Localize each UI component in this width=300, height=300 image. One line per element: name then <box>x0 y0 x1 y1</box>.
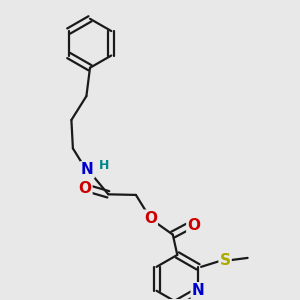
Text: S: S <box>220 253 231 268</box>
Text: N: N <box>81 162 94 177</box>
Text: O: O <box>78 181 92 196</box>
Text: N: N <box>192 283 205 298</box>
Text: H: H <box>99 159 109 172</box>
Text: O: O <box>144 211 157 226</box>
Text: O: O <box>187 218 200 232</box>
